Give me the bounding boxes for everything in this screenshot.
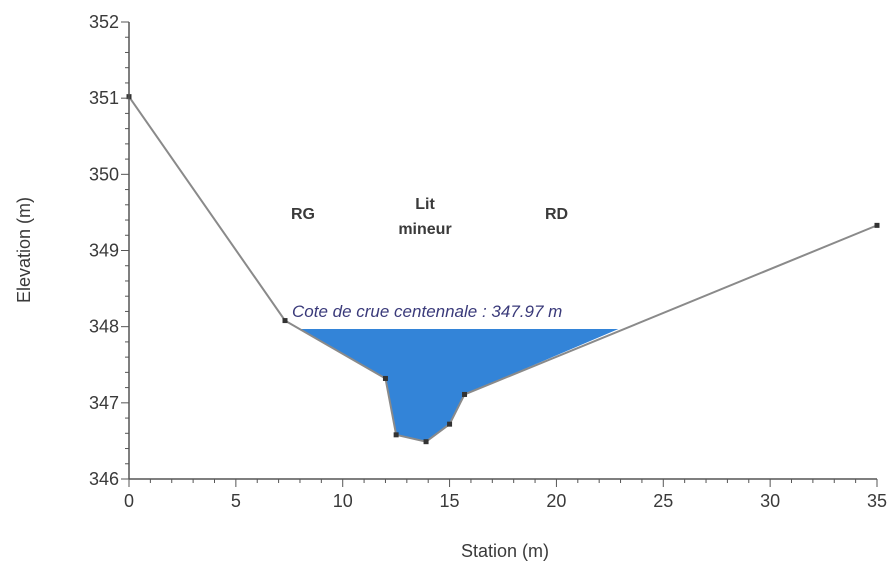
x-tick-label: 15 (440, 491, 460, 511)
x-tick-label: 10 (333, 491, 353, 511)
x-tick-label: 5 (231, 491, 241, 511)
y-tick-label: 347 (89, 393, 119, 413)
profile-point (382, 375, 388, 381)
water-area (299, 328, 619, 442)
y-axis-title: Elevation (m) (14, 197, 34, 303)
terrain-profile-line (128, 96, 878, 443)
profile-point (423, 439, 429, 445)
x-tick-label: 20 (546, 491, 566, 511)
x-tick-label: 25 (653, 491, 673, 511)
profile-point (462, 391, 468, 397)
x-tick-label: 35 (867, 491, 887, 511)
y-tick-label: 349 (89, 241, 119, 261)
profile-point (393, 432, 399, 438)
axes-layer (128, 22, 877, 480)
water-layer (299, 328, 619, 442)
y-tick-label: 351 (89, 88, 119, 108)
x-tick-label: 0 (124, 491, 134, 511)
y-tick-label: 352 (89, 12, 119, 32)
main-channel-label-line1: Lit (415, 196, 435, 213)
profile-point (874, 222, 880, 228)
y-tick-label: 350 (89, 164, 119, 184)
ticks-layer: 0 5 10 15 20 25 30 35 346 347 348 349 350 351 352 (89, 12, 887, 511)
profile-point (447, 421, 453, 427)
right-bank-label: RD (545, 206, 568, 223)
main-channel-label-line2: mineur (398, 221, 451, 238)
y-tick-label: 346 (89, 469, 119, 489)
x-axis-title: Station (m) (461, 541, 549, 561)
y-tick-label: 348 (89, 317, 119, 337)
left-bank-label: RG (291, 206, 315, 223)
water-level-label: Cote de crue centennale : 347.97 m (292, 302, 562, 321)
profile-point (282, 318, 288, 324)
x-tick-label: 30 (760, 491, 780, 511)
profile-layer (126, 94, 880, 445)
